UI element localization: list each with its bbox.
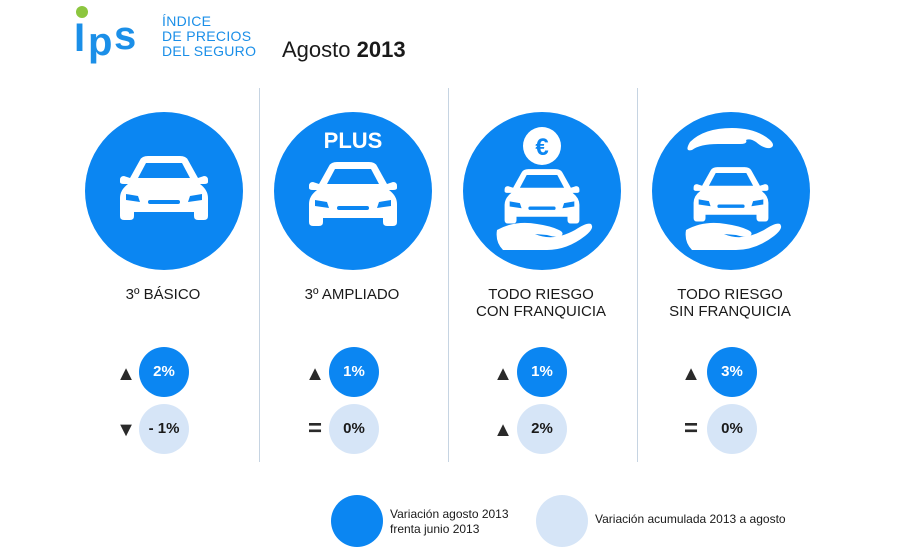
- car-hand-coin-icon: €: [496, 127, 593, 250]
- euro-coin-icon: €: [535, 134, 548, 161]
- coverage-label: 3º BÁSICO: [68, 286, 258, 303]
- coverage-label-line: 3º AMPLIADO: [304, 286, 400, 303]
- legend-cumulative-label: Variación acumulada 2013 a agosto: [595, 512, 786, 526]
- period-year: 2013: [356, 37, 406, 62]
- down-arrow-icon: ▼: [116, 419, 136, 441]
- svg-text:p: p: [88, 20, 112, 64]
- brand-name-line: ÍNDICE: [162, 13, 212, 29]
- coverage-label-line: 3º BÁSICO: [125, 286, 201, 303]
- coverage-label: 3º AMPLIADO: [257, 286, 447, 303]
- cumulative-variation-badge: 0%: [329, 404, 379, 454]
- brand-name-line: DEL SEGURO: [162, 43, 257, 59]
- period-title: Agosto 2013: [282, 37, 406, 63]
- column-divider: [259, 88, 260, 462]
- coverage-circle: [85, 112, 243, 270]
- plus-badge: PLUS: [324, 128, 383, 153]
- legend-monthly-line: Variación agosto 2013: [390, 507, 509, 521]
- column-basico: 3º BÁSICO ▲ 2% ▼ - 1%: [68, 0, 258, 554]
- coverage-label-line: TODO RIESGO: [677, 286, 783, 303]
- brand-name-line: DE PRECIOS: [162, 28, 252, 44]
- up-arrow-icon: ▲: [493, 419, 513, 441]
- column-divider: [448, 88, 449, 462]
- monthly-variation-badge: 1%: [517, 347, 567, 397]
- column-ampliado: PLUS 3º AMPLIADO ▲ 1% = 0%: [257, 0, 447, 554]
- coverage-label: TODO RIESGO SIN FRANQUICIA: [635, 286, 825, 320]
- up-arrow-icon: ▲: [493, 363, 513, 385]
- cumulative-variation-badge: - 1%: [139, 404, 189, 454]
- up-arrow-icon: ▲: [116, 363, 136, 385]
- monthly-variation-badge: 1%: [329, 347, 379, 397]
- coverage-circle: €: [463, 112, 621, 270]
- brand-name: ÍNDICE DE PRECIOS DEL SEGURO: [162, 14, 256, 59]
- up-arrow-icon: ▲: [305, 363, 325, 385]
- coverage-label-line: CON FRANQUICIA: [475, 303, 606, 320]
- monthly-variation-badge: 2%: [139, 347, 189, 397]
- column-todo-riesgo-con-franquicia: € TODO RIESGO CON FRANQUICIA ▲ 1% ▲ 2%: [446, 0, 636, 554]
- equal-sign-icon: =: [307, 415, 322, 442]
- up-arrow-icon: ▲: [681, 363, 701, 385]
- svg-text:s: s: [114, 14, 136, 58]
- coverage-label-line: TODO RIESGO: [488, 286, 594, 303]
- svg-text:I: I: [74, 16, 85, 60]
- legend-cumulative-swatch: [536, 495, 588, 547]
- monthly-variation-badge: 3%: [707, 347, 757, 397]
- column-todo-riesgo-sin-franquicia: TODO RIESGO SIN FRANQUICIA ▲ 3% = 0%: [635, 0, 825, 554]
- legend-monthly-swatch: [331, 495, 383, 547]
- coverage-circle: [652, 112, 810, 270]
- period-month: Agosto: [282, 37, 351, 62]
- car-icon: [120, 156, 208, 220]
- cumulative-variation-badge: 0%: [707, 404, 757, 454]
- legend-monthly-line: frenta junio 2013: [390, 522, 480, 536]
- cumulative-variation-badge: 2%: [517, 404, 567, 454]
- ips-logo: I p s: [74, 6, 136, 64]
- column-divider: [637, 88, 638, 462]
- legend-monthly-label: Variación agosto 2013 frenta junio 2013: [390, 507, 509, 537]
- coverage-label: TODO RIESGO CON FRANQUICIA: [446, 286, 636, 320]
- equal-sign-icon: =: [683, 415, 698, 442]
- car-hands-icon: [685, 128, 782, 250]
- car-plus-icon: PLUS: [309, 128, 397, 226]
- coverage-label-line: SIN FRANQUICIA: [669, 303, 791, 320]
- coverage-circle: PLUS: [274, 112, 432, 270]
